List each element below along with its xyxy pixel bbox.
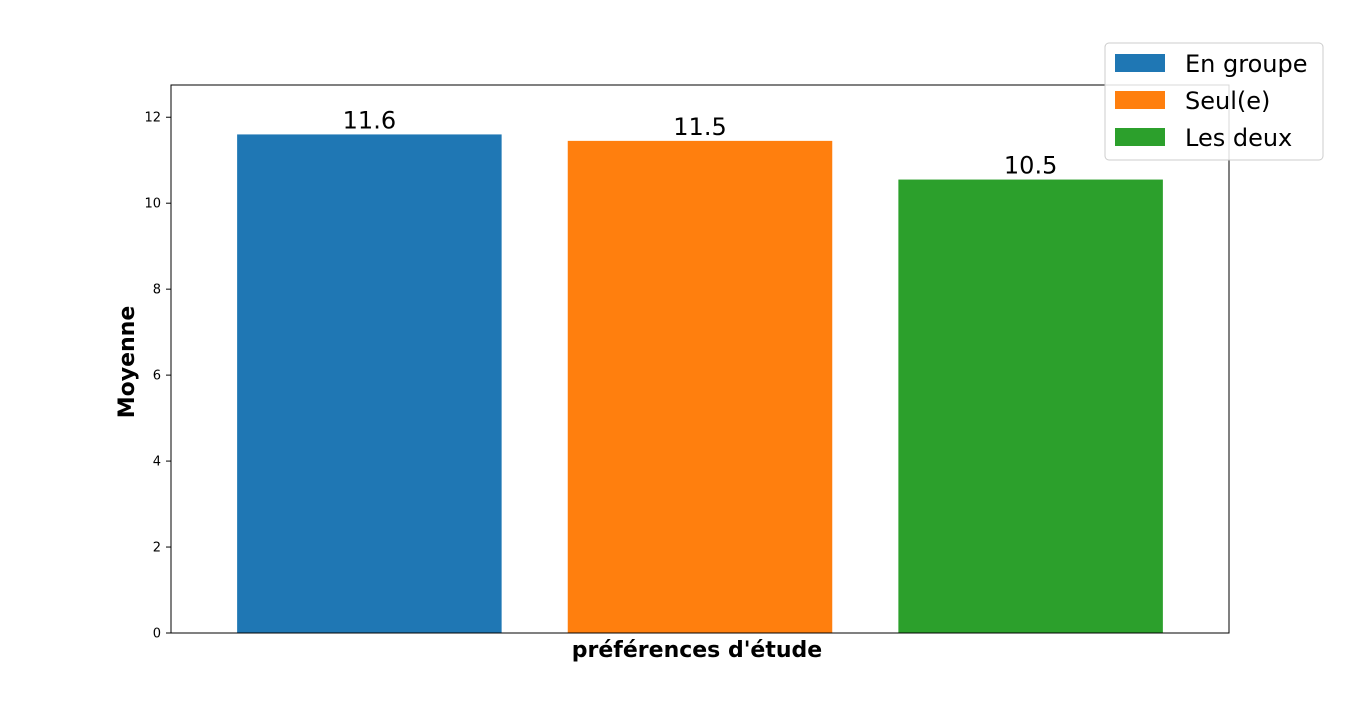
- y-tick-label: 6: [153, 369, 161, 384]
- plot-area-frame: [170, 84, 1230, 634]
- legend-swatch: [1115, 54, 1165, 72]
- bar-seul-e: [567, 140, 833, 633]
- legend-swatch: [1115, 91, 1165, 109]
- bar-value-label: 10.5: [1004, 152, 1057, 180]
- bar-les-deux: [898, 179, 1163, 633]
- legend: En groupe Seul(e) Les deux: [1104, 42, 1324, 161]
- bar-value-label: 11.5: [673, 113, 726, 141]
- legend-label: En groupe: [1185, 50, 1307, 78]
- bar-en-groupe: [237, 134, 502, 634]
- y-tick-label: 10: [144, 197, 161, 212]
- legend-swatch: [1115, 128, 1165, 146]
- y-axis-label: Moyenne: [115, 306, 140, 419]
- bars-group: [237, 134, 1163, 634]
- y-tick-label: 0: [153, 627, 161, 642]
- y-tick-label: 12: [144, 111, 161, 126]
- data-labels-group: 11.6 11.5 10.5: [343, 106, 1058, 179]
- legend-label: Seul(e): [1185, 87, 1270, 115]
- y-tick-label: 4: [153, 455, 161, 470]
- legend-label: Les deux: [1185, 124, 1292, 152]
- y-tick-label: 8: [153, 283, 161, 298]
- y-axis-ticks: 0 2 4 6 8 10 12: [144, 111, 171, 642]
- y-tick-label: 2: [153, 541, 161, 556]
- x-axis-label: préférences d'étude: [572, 638, 822, 663]
- bar-value-label: 11.6: [343, 106, 396, 134]
